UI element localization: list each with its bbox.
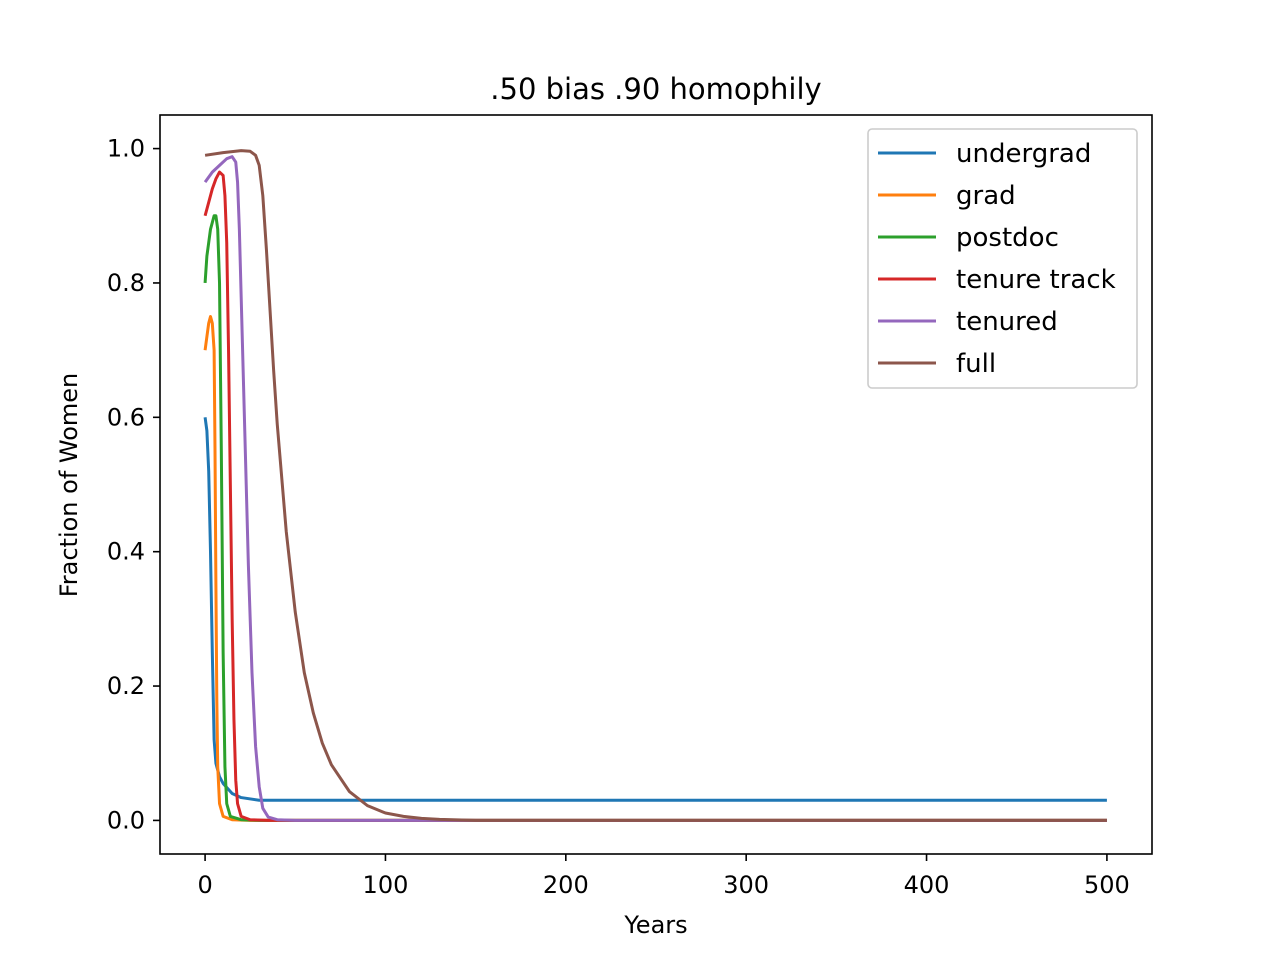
- axes-frame: [159, 114, 1153, 855]
- y-tick-label: 0.2: [107, 672, 145, 700]
- series-line-undergrad: [203, 417, 1107, 802]
- legend-entry-full: full: [956, 349, 996, 379]
- y-tick-label: 0.4: [107, 538, 145, 566]
- x-tick-label: 300: [723, 871, 769, 899]
- y-tick-label: 0.6: [107, 403, 145, 431]
- x-tick-label: 500: [1084, 871, 1130, 899]
- y-tick-label: 0.0: [107, 806, 145, 834]
- x-tick-label: 200: [543, 871, 589, 899]
- x-tick-label: 100: [363, 871, 409, 899]
- legend-entry-tenured: tenured: [956, 307, 1058, 337]
- x-axis-label: Years: [623, 911, 687, 939]
- x-tick-label: 400: [904, 871, 950, 899]
- legend: undergrad grad postdoc tenure track tenured f…: [867, 128, 1138, 389]
- y-axis-label: Fraction of Women: [55, 373, 83, 598]
- series-line-full: [204, 149, 1107, 822]
- legend-entry-undergrad: undergrad: [956, 139, 1091, 169]
- x-tick-label: 0: [197, 871, 212, 899]
- y-tick-label: 1.0: [107, 135, 145, 163]
- legend-entry-tenure-track: tenure track: [956, 265, 1116, 295]
- legend-entry-grad: grad: [956, 181, 1016, 211]
- axes: 0 100 200 300 400 500 0.0 0.2 0.4 0.6 0.8 1.0: [107, 114, 1153, 899]
- legend-entry-postdoc: postdoc: [956, 223, 1059, 253]
- y-tick-label: 0.8: [107, 269, 145, 297]
- chart-title: .50 bias .90 homophily: [490, 72, 821, 106]
- plot-area: [203, 149, 1107, 822]
